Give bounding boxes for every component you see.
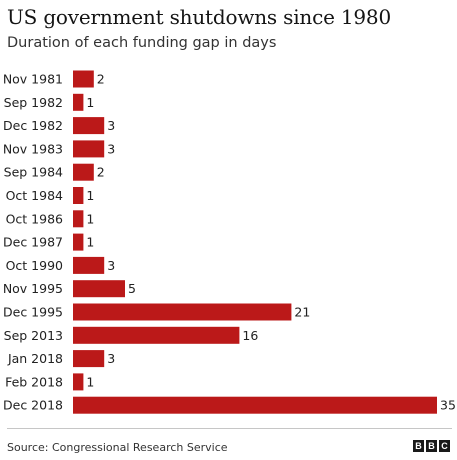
bar — [73, 140, 105, 158]
chart-subtitle: Duration of each funding gap in days — [7, 35, 277, 51]
value-label: 3 — [107, 118, 115, 133]
bar — [73, 373, 84, 391]
value-label: 1 — [86, 188, 94, 203]
logo-letter-3: C — [441, 441, 448, 451]
logo-letter-1: B — [415, 441, 422, 451]
category-label: Feb 2018 — [5, 374, 63, 389]
logo-letter-2: B — [428, 441, 435, 451]
bar — [73, 117, 105, 135]
category-label: Sep 1984 — [4, 165, 63, 180]
value-label: 3 — [107, 258, 115, 273]
logo-box-3: C — [439, 440, 450, 452]
category-label: Dec 1987 — [3, 235, 63, 250]
bar — [73, 303, 292, 321]
source-note: Source: Congressional Research Service — [7, 441, 228, 454]
bar — [73, 350, 105, 368]
value-label: 2 — [97, 72, 105, 87]
value-label: 1 — [86, 374, 94, 389]
value-label: 5 — [128, 281, 136, 296]
category-label: Jan 2018 — [7, 351, 63, 366]
bbc-logo: B B C — [413, 440, 450, 452]
chart-title: US government shutdowns since 1980 — [7, 5, 391, 29]
bar — [73, 326, 240, 344]
value-label: 1 — [86, 235, 94, 250]
bar — [73, 396, 437, 414]
value-label: 3 — [107, 351, 115, 366]
value-label: 35 — [440, 398, 456, 413]
category-label: Sep 1982 — [4, 95, 63, 110]
logo-box-2: B — [426, 440, 437, 452]
value-label: 21 — [294, 305, 310, 320]
bar — [73, 280, 125, 298]
bar-chart: Nov 1981 2 Sep 1982 1 Dec 1982 3 Nov 1983 3 Sep … — [3, 70, 456, 414]
bar — [73, 187, 84, 204]
category-label: Oct 1986 — [6, 211, 63, 226]
value-label: 1 — [86, 211, 94, 226]
bar — [73, 93, 84, 111]
logo-box-1: B — [413, 440, 424, 452]
category-label: Dec 1982 — [3, 118, 63, 133]
bar — [73, 256, 105, 274]
footer-divider — [7, 428, 452, 429]
category-label: Nov 1983 — [3, 141, 63, 156]
category-label: Sep 2013 — [4, 328, 63, 343]
category-label: Nov 1995 — [3, 281, 63, 296]
category-label: Nov 1981 — [3, 72, 63, 87]
bar — [73, 233, 84, 251]
bar — [73, 70, 94, 88]
value-label: 2 — [97, 165, 105, 180]
category-label: Oct 1984 — [6, 188, 63, 203]
bar — [73, 163, 94, 181]
category-label: Oct 1990 — [6, 258, 63, 273]
bar — [73, 210, 84, 228]
category-label: Dec 1995 — [3, 305, 63, 320]
category-label: Dec 2018 — [3, 398, 63, 413]
value-label: 1 — [86, 95, 94, 110]
value-label: 3 — [107, 141, 115, 156]
value-label: 16 — [242, 328, 258, 343]
